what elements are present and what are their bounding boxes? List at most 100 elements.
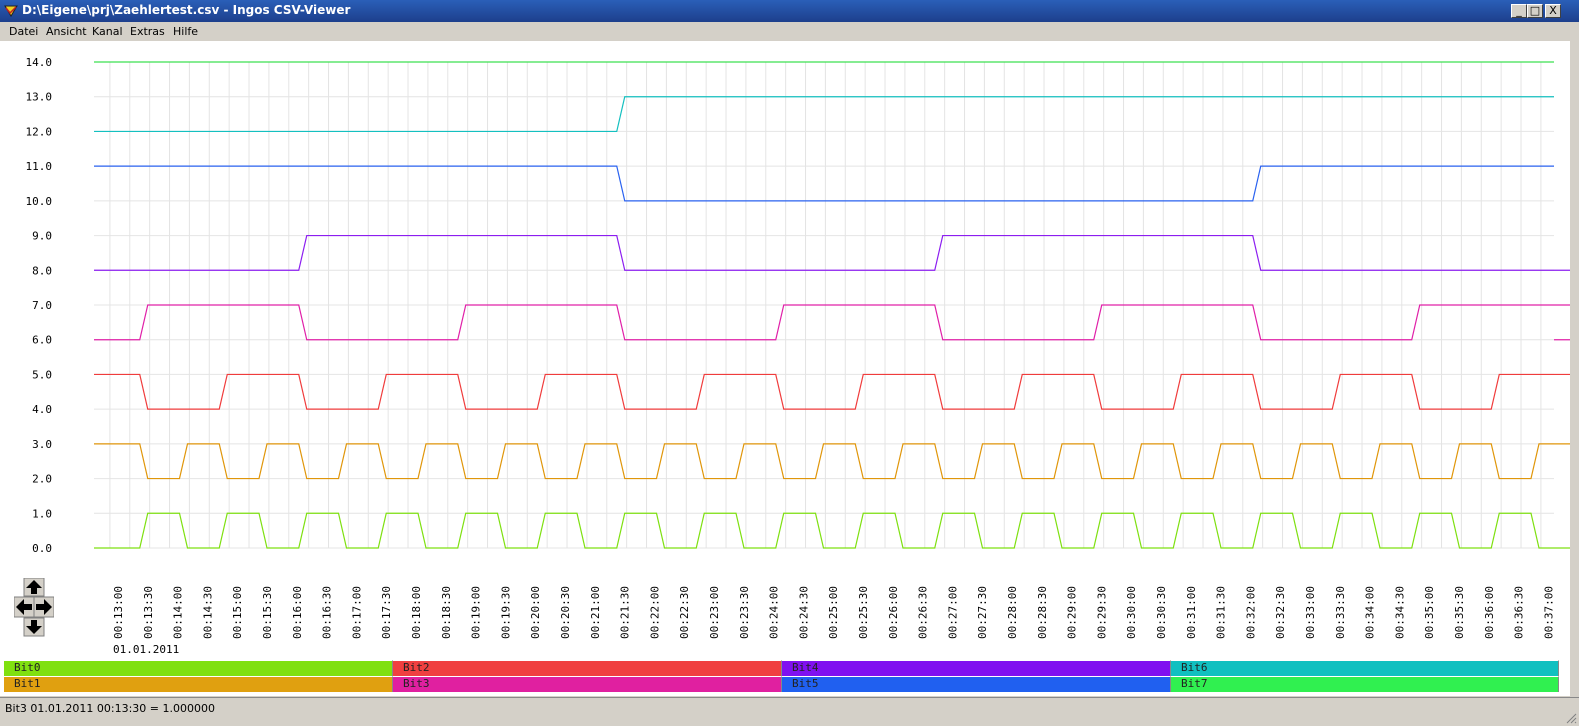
x-tick-label: 00:31:00: [1185, 586, 1198, 639]
arrow-down-icon[interactable]: [23, 617, 45, 637]
y-tick-label: 13.0: [26, 91, 53, 104]
x-tick-label: 00:26:00: [887, 586, 900, 639]
x-tick-label: 00:32:30: [1274, 586, 1287, 639]
x-tick-label: 00:16:00: [291, 586, 304, 639]
x-tick-label: 00:25:00: [827, 586, 840, 639]
x-tick-label: 00:29:30: [1095, 586, 1108, 639]
legend-item-bit6[interactable]: Bit6: [1171, 660, 1559, 676]
maximize-icon: □: [1529, 4, 1541, 17]
x-tick-label: 00:33:30: [1334, 586, 1347, 639]
y-tick-label: 4.0: [32, 403, 52, 416]
menu-ansicht[interactable]: Ansicht: [46, 25, 87, 38]
x-tick-label: 00:34:00: [1364, 586, 1377, 639]
arrow-left-icon[interactable]: [13, 596, 35, 618]
x-tick-label: 00:21:00: [589, 586, 602, 639]
minimize-icon: _: [1516, 4, 1522, 17]
x-tick-label: 00:28:30: [1036, 586, 1049, 639]
arrow-right-icon[interactable]: [33, 596, 55, 618]
series-line-bit3: [94, 304, 1579, 341]
status-bar: Bit3 01.01.2011 00:13:30 = 1.000000: [0, 697, 1579, 726]
x-tick-label: 00:13:30: [142, 586, 155, 639]
x-tick-label: 00:17:00: [350, 586, 363, 639]
x-tick-label: 00:15:00: [231, 586, 244, 639]
menu-hilfe[interactable]: Hilfe: [173, 25, 199, 38]
x-tick-label: 00:34:30: [1393, 586, 1406, 639]
series-line-bit0: [94, 512, 1579, 549]
series-line-bit5: [94, 165, 1554, 202]
window-title: D:\Eigene\prj\Zaehlertest.csv - Ingos CS…: [22, 3, 351, 17]
legend-item-bit4[interactable]: Bit4: [782, 660, 1171, 676]
x-tick-label: 00:30:00: [1125, 586, 1138, 639]
legend-item-bit7[interactable]: Bit7: [1171, 676, 1559, 692]
x-tick-label: 00:21:30: [619, 586, 632, 639]
x-tick-label: 00:14:00: [172, 586, 185, 639]
x-tick-label: 00:14:30: [201, 586, 214, 639]
x-tick-label: 00:16:30: [321, 586, 334, 639]
navigation-arrows: [13, 577, 55, 638]
y-tick-label: 3.0: [32, 438, 52, 451]
arrow-up-icon[interactable]: [23, 577, 45, 597]
y-tick-label: 10.0: [26, 195, 53, 208]
menu-extras[interactable]: Extras: [130, 25, 165, 38]
x-tick-label: 00:22:00: [648, 586, 661, 639]
legend-item-bit1[interactable]: Bit1: [4, 676, 393, 692]
x-tick-label: 00:37:00: [1542, 586, 1555, 639]
x-date-label: 01.01.2011: [113, 643, 179, 656]
x-tick-label: 00:33:00: [1304, 586, 1317, 639]
x-tick-label: 00:35:30: [1453, 586, 1466, 639]
app-icon: [4, 5, 18, 17]
y-tick-label: 1.0: [32, 507, 52, 520]
x-tick-label: 00:20:30: [559, 586, 572, 639]
minimize-button[interactable]: _: [1511, 4, 1527, 18]
legend-item-bit2[interactable]: Bit2: [393, 660, 782, 676]
x-tick-label: 00:28:00: [1006, 586, 1019, 639]
y-tick-label: 6.0: [32, 334, 52, 347]
x-tick-label: 00:24:30: [797, 586, 810, 639]
x-tick-label: 00:15:30: [261, 586, 274, 639]
y-tick-label: 8.0: [32, 264, 52, 277]
nav-arrows-svg: [13, 577, 55, 637]
y-tick-label: 14.0: [26, 56, 53, 69]
close-icon: X: [1549, 4, 1557, 17]
series-line-bit4: [94, 234, 1579, 271]
x-tick-label: 00:29:00: [1066, 586, 1079, 639]
x-tick-label: 00:36:00: [1483, 586, 1496, 639]
legend-item-bit3[interactable]: Bit3: [393, 676, 782, 692]
x-tick-label: 00:18:30: [440, 586, 453, 639]
y-tick-label: 2.0: [32, 473, 52, 486]
series-line-bit1: [94, 443, 1579, 480]
x-tick-label: 00:18:00: [410, 586, 423, 639]
series-line-bit2: [94, 373, 1579, 410]
y-tick-label: 12.0: [26, 125, 53, 138]
plot-area[interactable]: 0.0 1.0 2.0 3.0 4.0 5.0 6.0 7.0 8.0 9.0 10.0 11.0 12…: [0, 41, 1579, 696]
title-bar: D:\Eigene\prj\Zaehlertest.csv - Ingos CS…: [0, 0, 1579, 22]
x-tick-label: 00:27:30: [976, 586, 989, 639]
x-tick-label: 00:35:00: [1423, 586, 1436, 639]
x-tick-label: 00:23:30: [738, 586, 751, 639]
menu-datei[interactable]: Datei: [9, 25, 39, 38]
resize-grip-icon[interactable]: [1565, 712, 1577, 724]
menu-kanal[interactable]: Kanal: [92, 25, 123, 38]
y-tick-label: 9.0: [32, 230, 52, 243]
x-tick-label: 00:20:00: [529, 586, 542, 639]
x-tick-label: 00:17:30: [380, 586, 393, 639]
x-tick-label: 00:30:30: [1155, 586, 1168, 639]
x-tick-label: 00:32:00: [1244, 586, 1257, 639]
menu-bar: Datei Ansicht Kanal Extras Hilfe: [0, 22, 1579, 41]
x-tick-label: 00:26:30: [917, 586, 930, 639]
x-tick-label: 00:25:30: [857, 586, 870, 639]
y-tick-label: 0.0: [32, 542, 52, 555]
status-text: Bit3 01.01.2011 00:13:30 = 1.000000: [5, 702, 215, 715]
x-tick-label: 00:24:00: [768, 586, 781, 639]
x-tick-label: 00:22:30: [678, 586, 691, 639]
legend-item-bit0[interactable]: Bit0: [4, 660, 393, 676]
maximize-button[interactable]: □: [1527, 4, 1543, 18]
legend-item-bit5[interactable]: Bit5: [782, 676, 1171, 692]
chart[interactable]: 0.0 1.0 2.0 3.0 4.0 5.0 6.0 7.0 8.0 9.0 10.0 11.0 12…: [0, 41, 1579, 656]
y-tick-label: 5.0: [32, 368, 52, 381]
x-tick-label: 00:19:30: [499, 586, 512, 639]
close-button[interactable]: X: [1545, 4, 1561, 18]
x-tick-label: 00:31:30: [1215, 586, 1228, 639]
x-tick-label: 00:19:00: [470, 586, 483, 639]
x-tick-label: 00:13:00: [112, 586, 125, 639]
